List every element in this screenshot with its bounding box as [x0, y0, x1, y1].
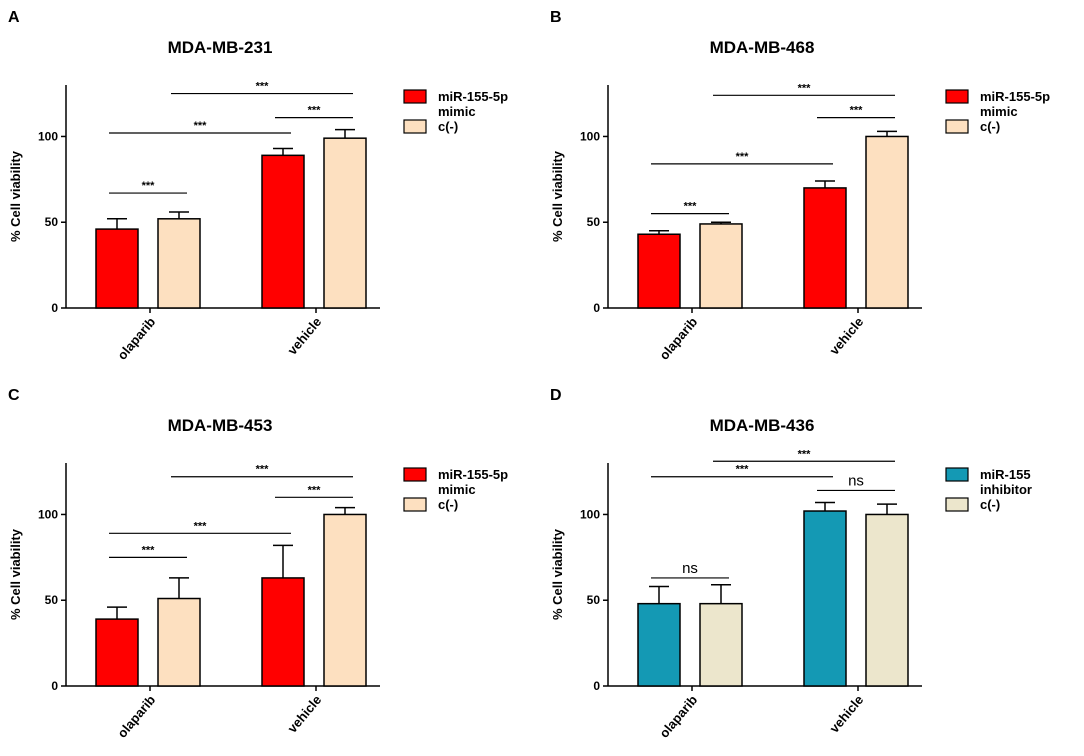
legend-label: c(-)	[980, 497, 1000, 512]
significance-label: ***	[736, 464, 750, 476]
bar-c-	[323, 137, 367, 309]
significance-label: ***	[142, 180, 156, 192]
chart-title: MDA-MB-468	[710, 38, 815, 57]
chart-title: MDA-MB-436	[710, 416, 815, 435]
bar-c-	[865, 513, 909, 687]
significance-label: ***	[798, 448, 812, 460]
y-tick-label: 50	[45, 215, 59, 229]
bar-mir-155-inhibitor	[637, 602, 681, 687]
legend-swatch	[945, 89, 969, 104]
panel-letter: C	[8, 387, 20, 404]
legend-label: mimic	[980, 104, 1018, 119]
chart-title: MDA-MB-231	[168, 38, 273, 57]
x-category-label: olaparib	[656, 692, 700, 740]
y-axis-label: % Cell viability	[8, 150, 23, 242]
panel-letter: A	[8, 9, 20, 26]
bar-c-	[865, 135, 909, 309]
chart-mda-mb-468: B MDA-MB-468 % Cell viability 0 50 100 olapari…	[550, 9, 1050, 363]
significance-label: ***	[684, 201, 698, 213]
significance-label: ***	[194, 120, 208, 132]
y-tick-label: 0	[593, 679, 600, 693]
legend-label: miR-155-5p	[980, 89, 1050, 104]
bar-mir-155-5p-mimic	[261, 577, 305, 687]
significance-label: ns	[682, 560, 698, 577]
chart-title: MDA-MB-453	[168, 416, 273, 435]
x-category-label: vehicle	[284, 692, 324, 735]
y-tick-label: 50	[587, 593, 601, 607]
legend-label: miR-155-5p	[438, 89, 508, 104]
legend-swatch	[403, 119, 427, 134]
significance-label: ***	[256, 464, 270, 476]
bar-c-	[699, 602, 743, 687]
legend-swatch	[945, 119, 969, 134]
y-tick-label: 100	[580, 507, 600, 521]
panel-c: C MDA-MB-453 % Cell viability 0 50 100 olapari…	[0, 378, 542, 756]
significance-label: ***	[194, 520, 208, 532]
significance-label: ***	[308, 484, 322, 496]
bar-c-	[157, 218, 201, 309]
bar-mir-155-5p-mimic	[95, 618, 139, 687]
bar-c-	[323, 513, 367, 687]
legend-label: c(-)	[438, 497, 458, 512]
panel-d: D MDA-MB-436 % Cell viability 0 50 100 olapari…	[542, 378, 1084, 756]
y-tick-label: 100	[38, 507, 58, 521]
bar-c-	[157, 597, 201, 687]
significance-label: ***	[798, 82, 812, 94]
x-category-label: olaparib	[114, 314, 158, 362]
significance-label: ***	[850, 105, 864, 117]
y-tick-label: 50	[587, 215, 601, 229]
significance-label: ***	[308, 105, 322, 117]
panel-b: B MDA-MB-468 % Cell viability 0 50 100 olapari…	[542, 0, 1084, 378]
panel-letter: B	[550, 9, 562, 26]
y-axis-label: % Cell viability	[550, 150, 565, 242]
bar-mir-155-5p-mimic	[261, 154, 305, 309]
chart-mda-mb-453: C MDA-MB-453 % Cell viability 0 50 100 olapari…	[8, 387, 508, 741]
chart-mda-mb-231: A MDA-MB-231 % Cell viability 0 50 100 olapari…	[8, 9, 508, 363]
bar-mir-155-5p-mimic	[95, 228, 139, 309]
legend-swatch	[403, 89, 427, 104]
y-tick-label: 0	[593, 301, 600, 315]
legend-swatch	[403, 497, 427, 512]
bar-mir-155-5p-mimic	[637, 233, 681, 309]
y-tick-label: 0	[51, 679, 58, 693]
significance-label: ns	[848, 472, 864, 489]
x-category-label: vehicle	[826, 692, 866, 735]
x-category-label: olaparib	[656, 314, 700, 362]
bar-mir-155-5p-mimic	[803, 187, 847, 309]
significance-label: ***	[142, 544, 156, 556]
significance-label: ***	[736, 151, 750, 163]
legend-label: mimic	[438, 104, 476, 119]
chart-mda-mb-436: D MDA-MB-436 % Cell viability 0 50 100 olapari…	[550, 387, 1032, 741]
significance-label: ***	[256, 81, 270, 93]
legend-label: c(-)	[438, 119, 458, 134]
legend-label: c(-)	[980, 119, 1000, 134]
x-category-label: olaparib	[114, 692, 158, 740]
legend-label: mimic	[438, 482, 476, 497]
legend-label: inhibitor	[980, 482, 1032, 497]
panel-letter: D	[550, 387, 562, 404]
panel-a: A MDA-MB-231 % Cell viability 0 50 100 olapari…	[0, 0, 542, 378]
y-tick-label: 0	[51, 301, 58, 315]
legend-swatch	[403, 467, 427, 482]
y-tick-label: 50	[45, 593, 59, 607]
legend-swatch	[945, 497, 969, 512]
y-tick-label: 100	[38, 129, 58, 143]
y-tick-label: 100	[580, 129, 600, 143]
y-axis-label: % Cell viability	[8, 528, 23, 620]
legend-label: miR-155-5p	[438, 467, 508, 482]
legend-swatch	[945, 467, 969, 482]
x-category-label: vehicle	[826, 314, 866, 357]
x-category-label: vehicle	[284, 314, 324, 357]
bar-c-	[699, 223, 743, 309]
y-axis-label: % Cell viability	[550, 528, 565, 620]
legend-label: miR-155	[980, 467, 1031, 482]
bar-mir-155-inhibitor	[803, 510, 847, 687]
